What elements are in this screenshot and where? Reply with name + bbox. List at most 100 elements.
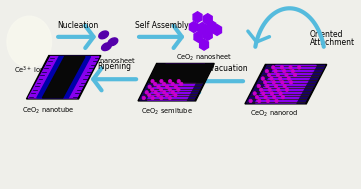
Circle shape xyxy=(281,95,284,99)
Circle shape xyxy=(165,85,169,89)
Polygon shape xyxy=(138,64,214,101)
Text: Ce$^{3+}$ ion: Ce$^{3+}$ ion xyxy=(14,64,45,76)
Circle shape xyxy=(171,82,174,86)
Circle shape xyxy=(156,93,160,97)
Circle shape xyxy=(142,96,145,100)
Polygon shape xyxy=(194,31,203,42)
Polygon shape xyxy=(245,64,327,104)
Polygon shape xyxy=(256,65,316,103)
Polygon shape xyxy=(247,65,325,103)
Text: Self Assembly: Self Assembly xyxy=(135,21,189,30)
Polygon shape xyxy=(203,29,212,40)
Circle shape xyxy=(264,81,267,84)
Circle shape xyxy=(266,99,270,103)
Circle shape xyxy=(160,96,163,100)
Circle shape xyxy=(157,85,160,89)
Polygon shape xyxy=(37,57,91,98)
Circle shape xyxy=(278,77,282,80)
Circle shape xyxy=(145,91,148,94)
Text: Nucleation: Nucleation xyxy=(57,21,98,30)
Circle shape xyxy=(277,88,280,91)
Circle shape xyxy=(174,93,177,97)
Text: CeO$_2$ nanotube: CeO$_2$ nanotube xyxy=(22,106,74,116)
Polygon shape xyxy=(26,56,101,99)
Text: CeO$_2$ nanosheet: CeO$_2$ nanosheet xyxy=(80,57,136,67)
Ellipse shape xyxy=(99,31,108,39)
Circle shape xyxy=(279,92,282,95)
Circle shape xyxy=(151,88,154,91)
Polygon shape xyxy=(193,12,202,22)
Circle shape xyxy=(290,81,293,84)
Polygon shape xyxy=(148,64,213,82)
Circle shape xyxy=(281,81,284,84)
Circle shape xyxy=(287,77,290,80)
Circle shape xyxy=(275,99,278,103)
Circle shape xyxy=(285,73,288,77)
Polygon shape xyxy=(213,25,222,35)
Ellipse shape xyxy=(101,43,111,51)
Circle shape xyxy=(177,79,180,83)
Polygon shape xyxy=(147,64,205,100)
Circle shape xyxy=(151,79,154,83)
Circle shape xyxy=(283,69,286,73)
Circle shape xyxy=(253,92,256,95)
Circle shape xyxy=(148,85,151,89)
Circle shape xyxy=(285,88,289,91)
Text: Attachment: Attachment xyxy=(310,38,355,47)
Polygon shape xyxy=(207,21,216,31)
Circle shape xyxy=(154,91,157,94)
Circle shape xyxy=(268,88,271,91)
Circle shape xyxy=(179,82,183,86)
Circle shape xyxy=(276,73,279,77)
Circle shape xyxy=(283,84,286,88)
Circle shape xyxy=(265,69,269,73)
Text: Ripening: Ripening xyxy=(97,62,131,71)
Circle shape xyxy=(259,88,263,91)
Text: CeO$_2$ semitube: CeO$_2$ semitube xyxy=(141,107,193,117)
Circle shape xyxy=(293,73,297,77)
Polygon shape xyxy=(29,57,99,98)
Circle shape xyxy=(271,66,275,69)
Circle shape xyxy=(268,73,271,77)
Circle shape xyxy=(257,84,260,88)
Circle shape xyxy=(274,84,278,88)
Circle shape xyxy=(174,85,178,89)
Circle shape xyxy=(160,79,163,83)
Circle shape xyxy=(264,95,267,99)
Circle shape xyxy=(177,88,180,91)
Circle shape xyxy=(280,66,283,69)
Polygon shape xyxy=(200,39,208,50)
Polygon shape xyxy=(190,22,198,33)
Circle shape xyxy=(162,82,166,86)
Polygon shape xyxy=(198,22,206,33)
Circle shape xyxy=(289,66,292,69)
Circle shape xyxy=(165,93,169,97)
Circle shape xyxy=(297,66,301,69)
Circle shape xyxy=(273,95,276,99)
Circle shape xyxy=(160,88,163,91)
Circle shape xyxy=(291,69,295,73)
Text: CeO$_2$ nanosheet: CeO$_2$ nanosheet xyxy=(176,53,232,63)
Circle shape xyxy=(151,96,155,100)
Circle shape xyxy=(168,88,171,91)
Circle shape xyxy=(168,96,171,100)
Circle shape xyxy=(255,95,258,99)
Circle shape xyxy=(249,99,252,103)
Text: Oriented: Oriented xyxy=(310,30,344,39)
Circle shape xyxy=(270,77,273,80)
Circle shape xyxy=(266,84,269,88)
Polygon shape xyxy=(42,57,85,98)
Circle shape xyxy=(168,79,172,83)
Circle shape xyxy=(171,91,174,94)
Text: CeO$_2$ nanorod: CeO$_2$ nanorod xyxy=(250,109,298,119)
Circle shape xyxy=(274,69,277,73)
Circle shape xyxy=(148,93,151,97)
Circle shape xyxy=(162,91,166,94)
Circle shape xyxy=(272,81,275,84)
Polygon shape xyxy=(203,14,212,25)
Text: Core Evacuation: Core Evacuation xyxy=(185,64,247,73)
Polygon shape xyxy=(140,64,212,100)
Ellipse shape xyxy=(108,38,118,46)
Circle shape xyxy=(270,92,274,95)
Circle shape xyxy=(153,82,157,86)
